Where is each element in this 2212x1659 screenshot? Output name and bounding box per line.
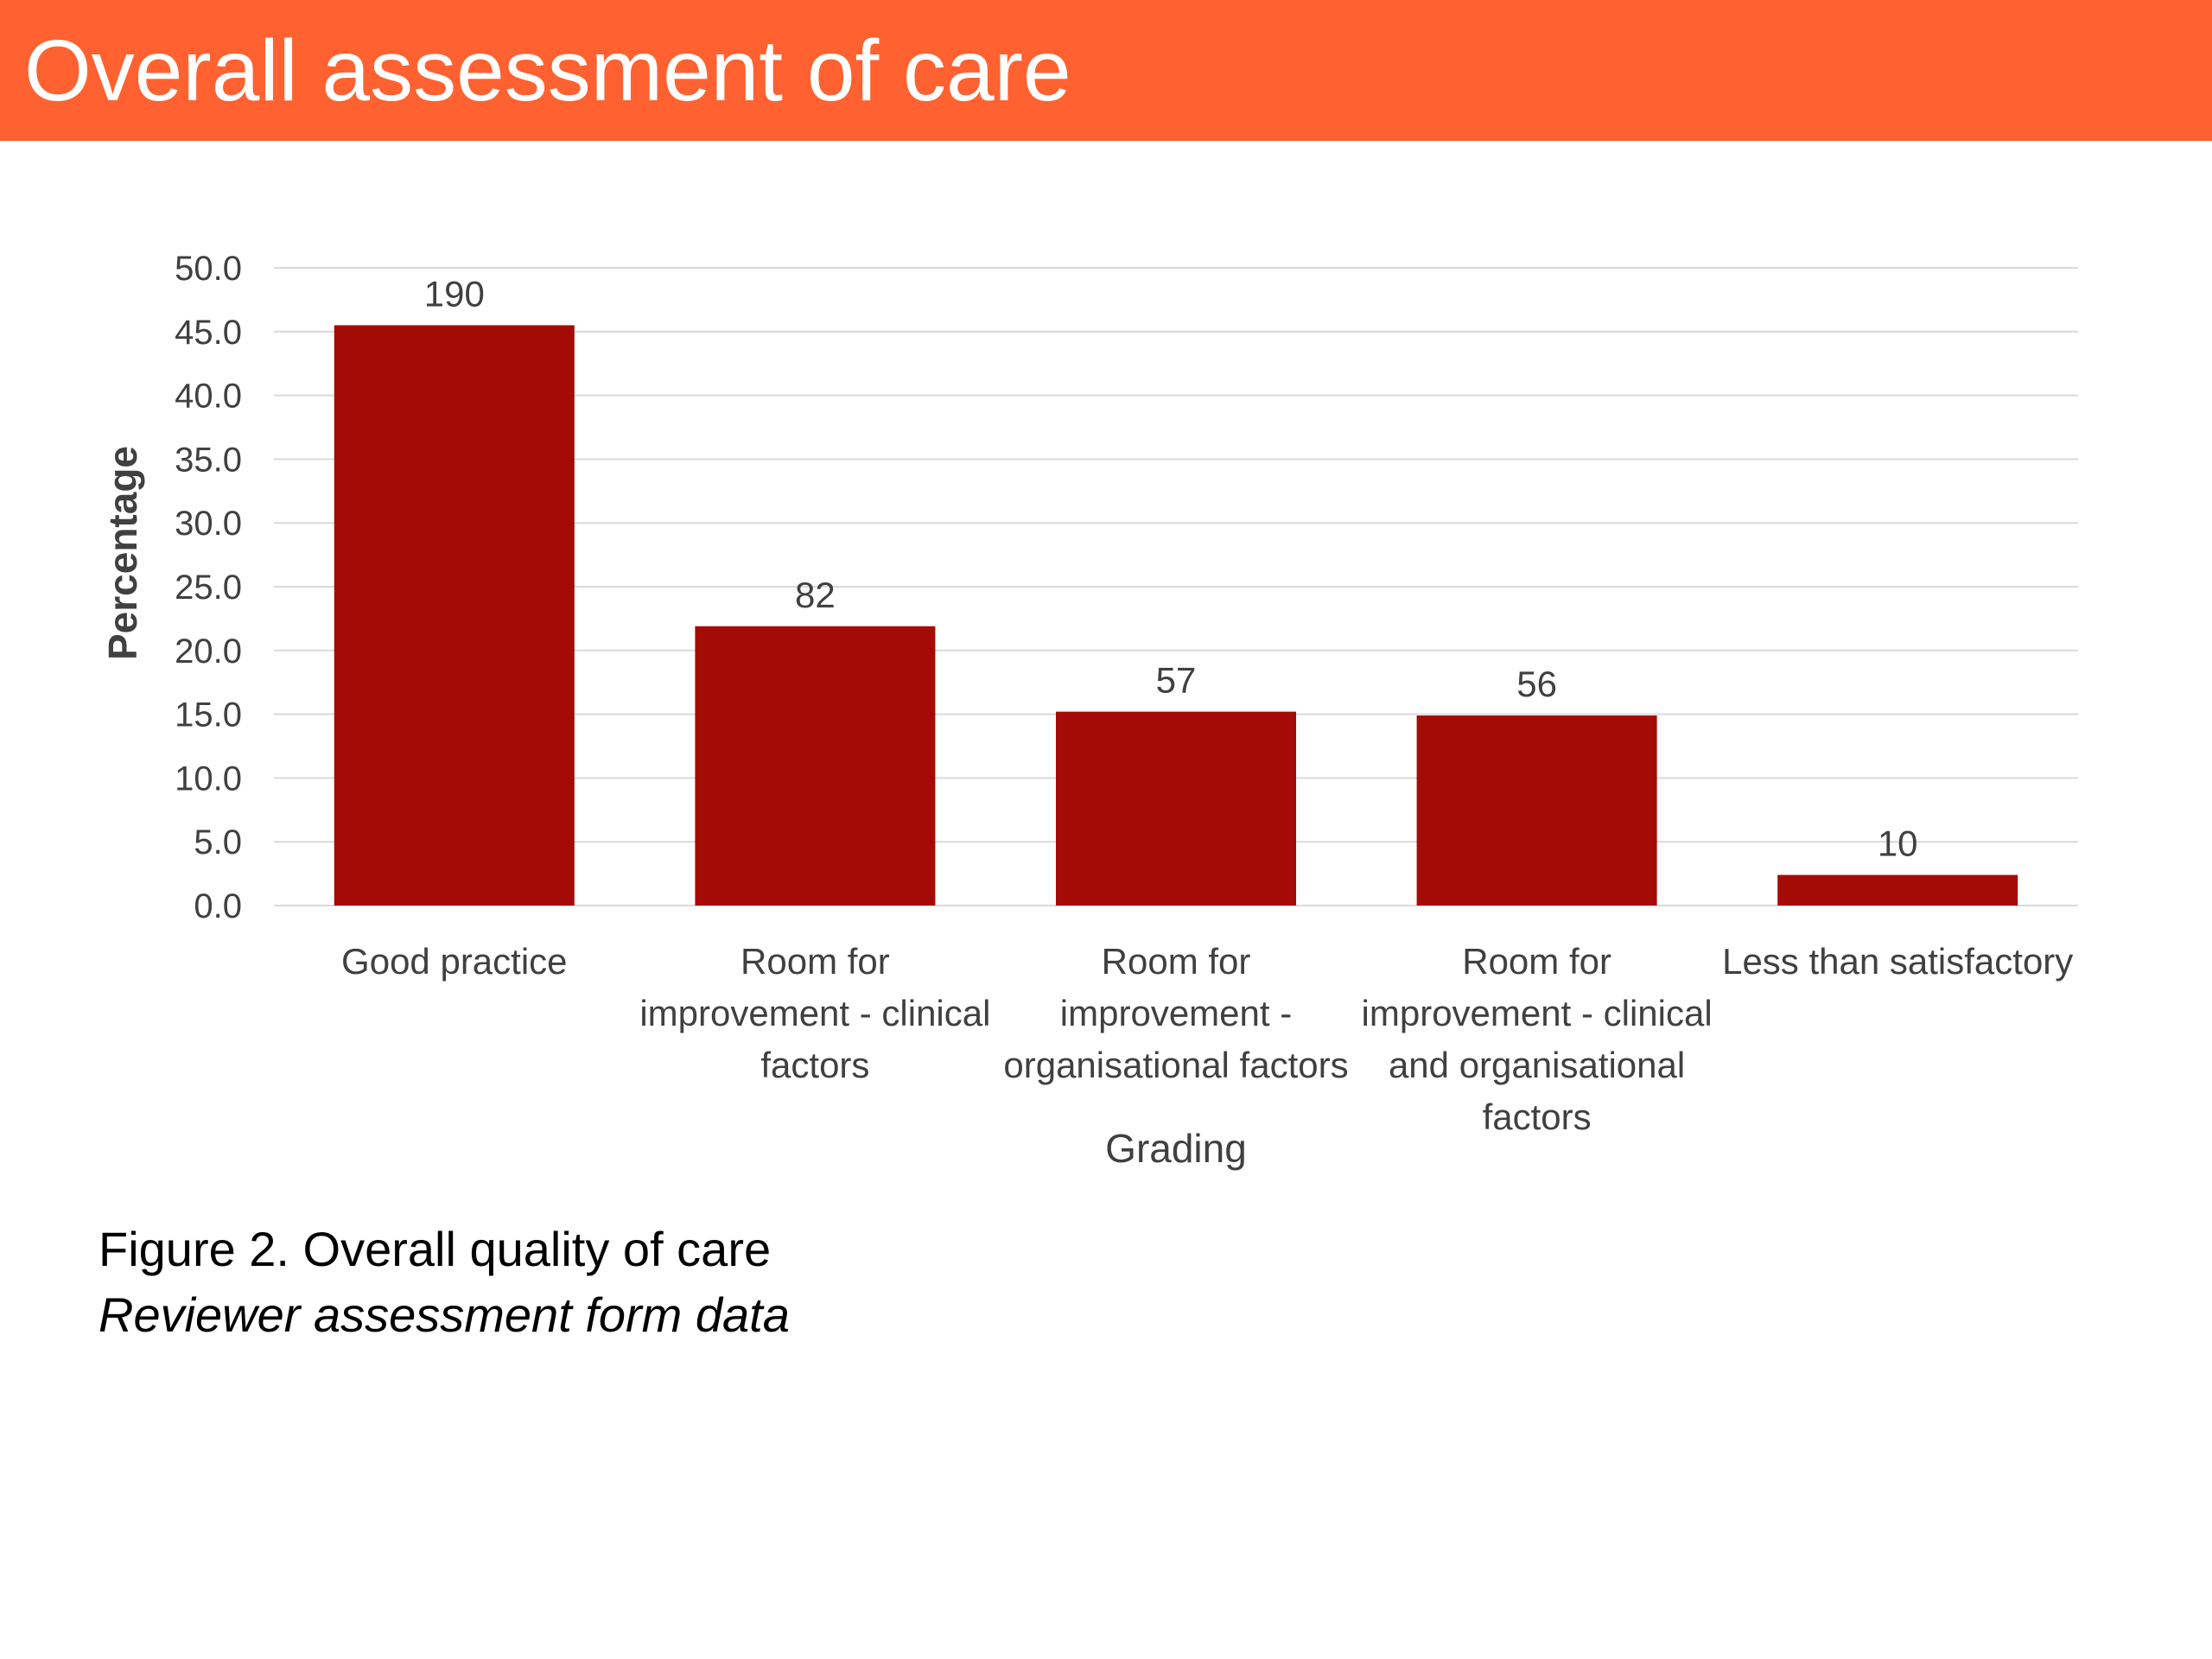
- x-tick-label: Room for: [1102, 941, 1251, 982]
- data-label: 56: [1516, 664, 1557, 704]
- x-tick-label: improvement - clinical: [1362, 993, 1713, 1033]
- y-tick-label: 50.0: [175, 250, 242, 288]
- figure-caption: Figure 2. Overall quality of care Review…: [99, 1217, 790, 1348]
- data-label: 82: [795, 575, 836, 615]
- x-tick-label: factors: [1483, 1096, 1592, 1137]
- caption-subtitle: Reviewer assessment form data: [99, 1287, 790, 1342]
- bar: [334, 325, 575, 906]
- bar: [1056, 711, 1296, 906]
- bar: [1777, 874, 2018, 906]
- x-tick-label: Good practice: [341, 941, 567, 982]
- y-axis-title: Percentage: [100, 446, 145, 660]
- caption-title: Figure 2. Overall quality of care: [99, 1222, 772, 1276]
- bar: [1416, 715, 1657, 906]
- y-tick-label: 25.0: [175, 569, 242, 607]
- y-tick-label: 30.0: [175, 505, 242, 543]
- bar: [695, 626, 936, 906]
- page-title: Overall assessment of care: [24, 22, 1071, 119]
- data-label: 10: [1878, 823, 1918, 864]
- data-label: 57: [1156, 660, 1197, 701]
- y-tick-label: 15.0: [175, 696, 242, 734]
- x-tick-label: improvement -: [1060, 993, 1292, 1033]
- x-tick-label: Less than satisfactory: [1722, 941, 2073, 982]
- x-tick-label: improvement - clinical: [639, 993, 990, 1033]
- x-tick-label: factors: [760, 1045, 869, 1085]
- x-tick-label: Room for: [1462, 941, 1611, 982]
- x-tick-label: organisational factors: [1003, 1045, 1348, 1085]
- bar-chart: 0.0 5.0 10.0 15.0 20.0 25.0 30.0 35.0 40.0 45.0 50…: [100, 250, 2078, 1171]
- y-tick-label: 45.0: [175, 314, 242, 352]
- y-tick-label: 10.0: [175, 760, 242, 798]
- x-tick-label: Room for: [741, 941, 890, 982]
- y-tick-label: 35.0: [175, 441, 242, 479]
- x-axis-title: Grading: [1105, 1126, 1247, 1171]
- data-label: 190: [424, 273, 485, 314]
- y-tick-label: 40.0: [175, 378, 242, 416]
- title-banner: Overall assessment of care: [0, 0, 2212, 141]
- x-tick-label: and organisational: [1389, 1045, 1685, 1085]
- y-tick-label: 5.0: [194, 823, 242, 861]
- y-tick-label: 20.0: [175, 632, 242, 671]
- y-tick-label: 0.0: [194, 887, 242, 925]
